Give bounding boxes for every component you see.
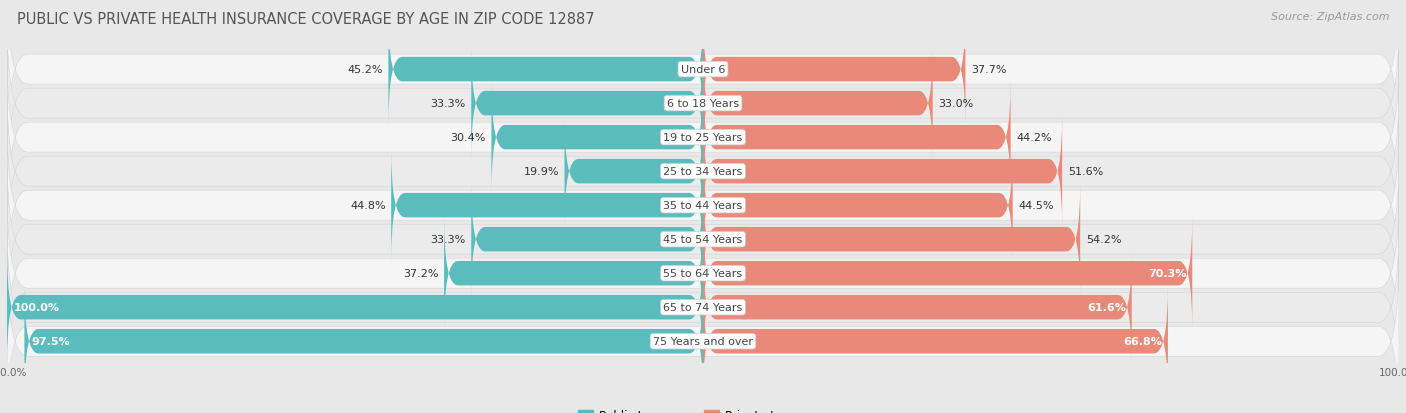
- FancyBboxPatch shape: [703, 218, 1192, 329]
- Text: 37.2%: 37.2%: [404, 268, 439, 278]
- FancyBboxPatch shape: [7, 187, 1399, 361]
- Text: 30.4%: 30.4%: [450, 133, 486, 143]
- Text: PUBLIC VS PRIVATE HEALTH INSURANCE COVERAGE BY AGE IN ZIP CODE 12887: PUBLIC VS PRIVATE HEALTH INSURANCE COVER…: [17, 12, 595, 27]
- Text: 55 to 64 Years: 55 to 64 Years: [664, 268, 742, 278]
- Text: 35 to 44 Years: 35 to 44 Years: [664, 201, 742, 211]
- Text: 45 to 54 Years: 45 to 54 Years: [664, 235, 742, 244]
- FancyBboxPatch shape: [444, 218, 703, 329]
- FancyBboxPatch shape: [703, 184, 1080, 295]
- FancyBboxPatch shape: [703, 48, 932, 159]
- Text: 44.8%: 44.8%: [350, 201, 385, 211]
- Text: 54.2%: 54.2%: [1085, 235, 1121, 244]
- FancyBboxPatch shape: [391, 150, 703, 261]
- FancyBboxPatch shape: [492, 82, 703, 193]
- FancyBboxPatch shape: [7, 221, 1399, 394]
- FancyBboxPatch shape: [7, 51, 1399, 225]
- Text: 19 to 25 Years: 19 to 25 Years: [664, 133, 742, 143]
- Text: 37.7%: 37.7%: [972, 65, 1007, 75]
- FancyBboxPatch shape: [703, 116, 1062, 228]
- Text: 33.0%: 33.0%: [938, 99, 973, 109]
- Text: Under 6: Under 6: [681, 65, 725, 75]
- FancyBboxPatch shape: [471, 48, 703, 159]
- Legend: Public Insurance, Private Insurance: Public Insurance, Private Insurance: [574, 404, 832, 413]
- Text: 75 Years and over: 75 Years and over: [652, 337, 754, 347]
- FancyBboxPatch shape: [703, 286, 1168, 397]
- FancyBboxPatch shape: [703, 82, 1011, 193]
- FancyBboxPatch shape: [7, 119, 1399, 292]
- Text: 65 to 74 Years: 65 to 74 Years: [664, 302, 742, 313]
- FancyBboxPatch shape: [7, 17, 1399, 191]
- Text: 33.3%: 33.3%: [430, 235, 465, 244]
- Text: 19.9%: 19.9%: [523, 167, 560, 177]
- Text: 45.2%: 45.2%: [347, 65, 382, 75]
- FancyBboxPatch shape: [7, 254, 1399, 413]
- FancyBboxPatch shape: [703, 252, 1132, 363]
- FancyBboxPatch shape: [564, 116, 703, 228]
- FancyBboxPatch shape: [703, 14, 966, 126]
- Text: 66.8%: 66.8%: [1123, 337, 1163, 347]
- FancyBboxPatch shape: [7, 0, 1399, 157]
- FancyBboxPatch shape: [7, 85, 1399, 259]
- Text: 97.5%: 97.5%: [31, 337, 70, 347]
- Text: 44.5%: 44.5%: [1018, 201, 1053, 211]
- Text: 33.3%: 33.3%: [430, 99, 465, 109]
- FancyBboxPatch shape: [7, 153, 1399, 326]
- Text: 70.3%: 70.3%: [1149, 268, 1187, 278]
- FancyBboxPatch shape: [703, 150, 1012, 261]
- Text: 44.2%: 44.2%: [1017, 133, 1052, 143]
- Text: 25 to 34 Years: 25 to 34 Years: [664, 167, 742, 177]
- Text: 6 to 18 Years: 6 to 18 Years: [666, 99, 740, 109]
- Text: 100.0%: 100.0%: [14, 302, 60, 313]
- Text: 51.6%: 51.6%: [1067, 167, 1102, 177]
- FancyBboxPatch shape: [7, 252, 703, 363]
- Text: 61.6%: 61.6%: [1087, 302, 1126, 313]
- Text: Source: ZipAtlas.com: Source: ZipAtlas.com: [1271, 12, 1389, 22]
- FancyBboxPatch shape: [24, 286, 703, 397]
- FancyBboxPatch shape: [471, 184, 703, 295]
- FancyBboxPatch shape: [388, 14, 703, 126]
